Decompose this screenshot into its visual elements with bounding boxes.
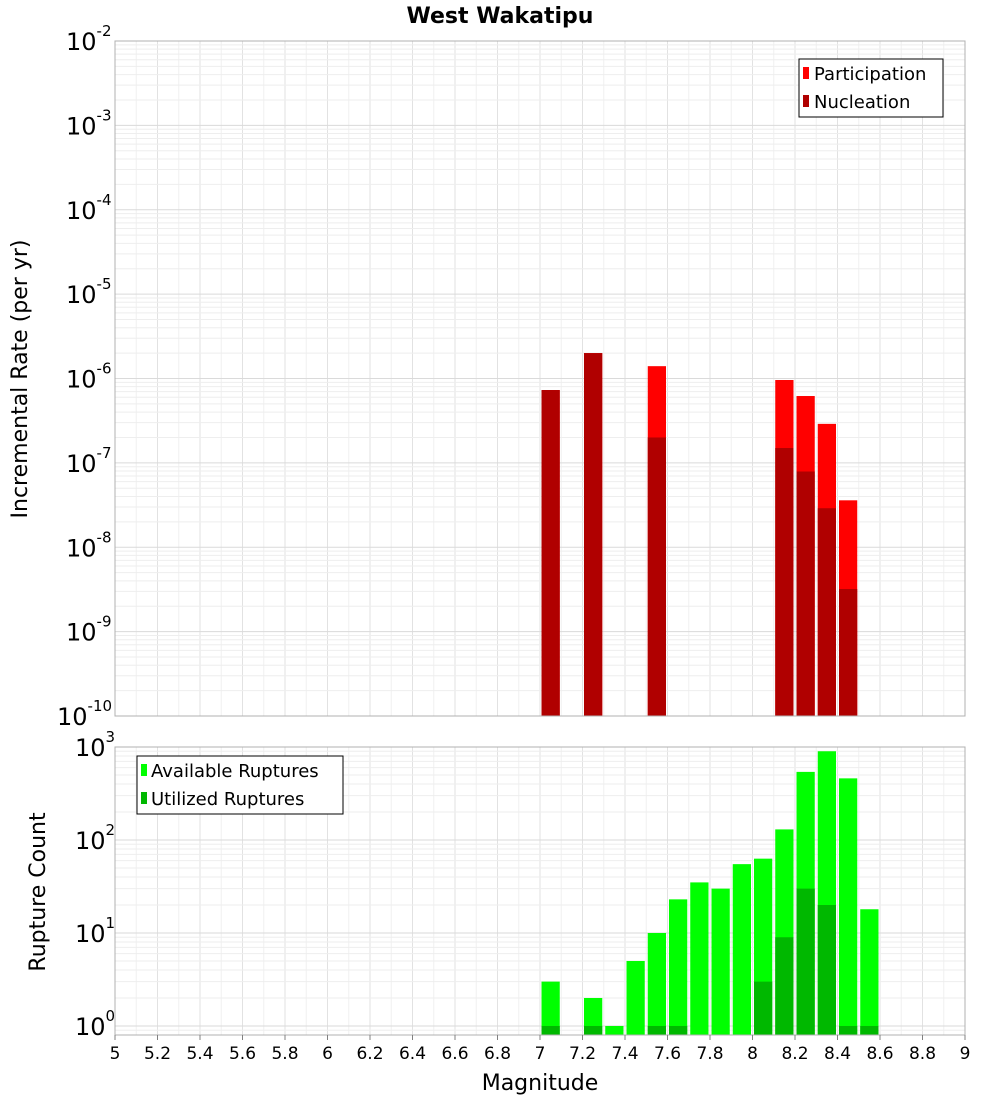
x-axis-tick-label: 6.2 (356, 1044, 383, 1064)
legend-top-box (798, 58, 944, 118)
bottom-bar-available-ruptures (839, 778, 858, 1035)
bottom-bar-available-ruptures (732, 864, 751, 1035)
x-axis-tick-label: 6.4 (399, 1044, 426, 1064)
bottom-bar-available-ruptures (584, 997, 603, 1035)
top-bar-nucleation (541, 390, 560, 716)
bottom-bar-available-ruptures (690, 882, 709, 1035)
x-axis-tick-label: 6.8 (484, 1044, 511, 1064)
top-bar-nucleation (647, 437, 666, 716)
top-y-tick-label: 10-5 (66, 275, 112, 309)
bottom-y-tick-label: 103 (75, 728, 115, 762)
bottom-bar-utilized-ruptures (860, 1025, 879, 1035)
x-axis-tick-label: 5.2 (144, 1044, 171, 1064)
legend-utilized-label: Utilized Ruptures (151, 789, 304, 810)
legend-available-label: Available Ruptures (151, 761, 319, 782)
y-axis-label-top: Incremental Rate (per yr) (8, 240, 33, 519)
x-axis-tick-label: 8.6 (866, 1044, 893, 1064)
x-axis-tick-label: 8.2 (781, 1044, 808, 1064)
top-y-tick-label: 10-3 (66, 106, 112, 140)
legend-nucleation-label: Nucleation (814, 92, 910, 113)
bottom-bar-available-ruptures (541, 981, 560, 1035)
y-axis-label-bottom: Rupture Count (26, 812, 51, 972)
top-y-tick-label: 10-7 (66, 444, 112, 478)
x-axis-tick-label: 5 (110, 1044, 121, 1064)
bottom-bar-available-ruptures (605, 1025, 624, 1035)
bottom-y-tick-label: 101 (75, 914, 115, 948)
legend-participation-label: Participation (814, 64, 926, 85)
top-bar-nucleation (796, 471, 815, 716)
x-axis-tick-label: 5.8 (271, 1044, 298, 1064)
bottom-bar-utilized-ruptures (754, 981, 773, 1035)
x-axis-tick-label: 7.2 (569, 1044, 596, 1064)
top-y-tick-label: 10-10 (57, 697, 112, 731)
x-axis-tick-label: 8 (747, 1044, 758, 1064)
x-axis-tick-labels: 5 5.2 5.4 5.6 5.8 6 6.2 6.4 6.6 6.8 7 7.2 7.4 7.6 7.8 8… (110, 1035, 971, 1064)
bottom-bar-utilized-ruptures (817, 904, 836, 1035)
top-plot-border (114, 40, 966, 717)
bottom-bar-utilized-ruptures (647, 1025, 666, 1035)
bottom-bar-utilized-ruptures (775, 937, 794, 1035)
top-bar-nucleation (775, 448, 794, 716)
legend-top: Participation Nucleation (798, 58, 944, 118)
x-axis-tick-label: 8.4 (824, 1044, 851, 1064)
bottom-bar-utilized-ruptures (839, 1025, 858, 1035)
x-axis-tick-label: 8.8 (909, 1044, 936, 1064)
bottom-y-tick-label: 102 (75, 821, 115, 855)
legend-available-swatch (141, 764, 147, 776)
bottom-bar-available-ruptures (626, 960, 645, 1035)
bottom-bar-available-ruptures (647, 932, 666, 1035)
x-axis-tick-label: 9 (960, 1044, 971, 1064)
bottom-bar-available-ruptures (711, 888, 730, 1035)
top-y-tick-label: 10-6 (66, 360, 112, 394)
legend-nucleation-swatch (803, 95, 809, 107)
top-bar-nucleation (584, 353, 603, 716)
bottom-bar-available-ruptures (669, 899, 688, 1035)
top-y-tick-label: 10-2 (66, 22, 112, 56)
legend-participation-swatch (803, 67, 809, 79)
top-y-tick-label: 10-9 (66, 613, 112, 647)
chart-title: West Wakatipu (407, 4, 594, 29)
x-axis-label: Magnitude (482, 1071, 599, 1096)
legend-bottom: Available Ruptures Utilized Ruptures (136, 755, 344, 815)
bottom-bar-utilized-ruptures (669, 1025, 688, 1035)
x-axis-tick-label: 6 (322, 1044, 333, 1064)
x-axis-tick-label: 5.4 (186, 1044, 213, 1064)
bottom-y-tick-label: 100 (75, 1007, 115, 1041)
bottom-bar-available-ruptures (860, 909, 879, 1035)
x-axis-tick-label: 7 (535, 1044, 546, 1064)
top-plot-rate: 10-10 10-9 10-8 10-7 10-6 10-5 10-4 10-3 10-2 (57, 22, 966, 731)
bottom-bar-utilized-ruptures (584, 1025, 603, 1035)
legend-bottom-box (136, 755, 344, 815)
bottom-bar-utilized-ruptures (541, 1025, 560, 1035)
x-axis-tick-label: 6.6 (441, 1044, 468, 1064)
legend-utilized-swatch (141, 792, 147, 804)
x-axis-tick-label: 5.6 (229, 1044, 256, 1064)
x-axis-tick-label: 7.4 (611, 1044, 638, 1064)
x-axis-tick-label: 7.6 (654, 1044, 681, 1064)
x-axis-tick-label: 7.8 (696, 1044, 723, 1064)
top-bar-nucleation (817, 508, 836, 716)
bottom-plot-rupture-count: 100 101 102 103 (75, 728, 966, 1041)
top-y-tick-label: 10-4 (66, 191, 112, 225)
top-y-tick-label: 10-8 (66, 528, 112, 562)
top-bar-nucleation (839, 589, 858, 716)
bottom-bar-utilized-ruptures (796, 888, 815, 1035)
